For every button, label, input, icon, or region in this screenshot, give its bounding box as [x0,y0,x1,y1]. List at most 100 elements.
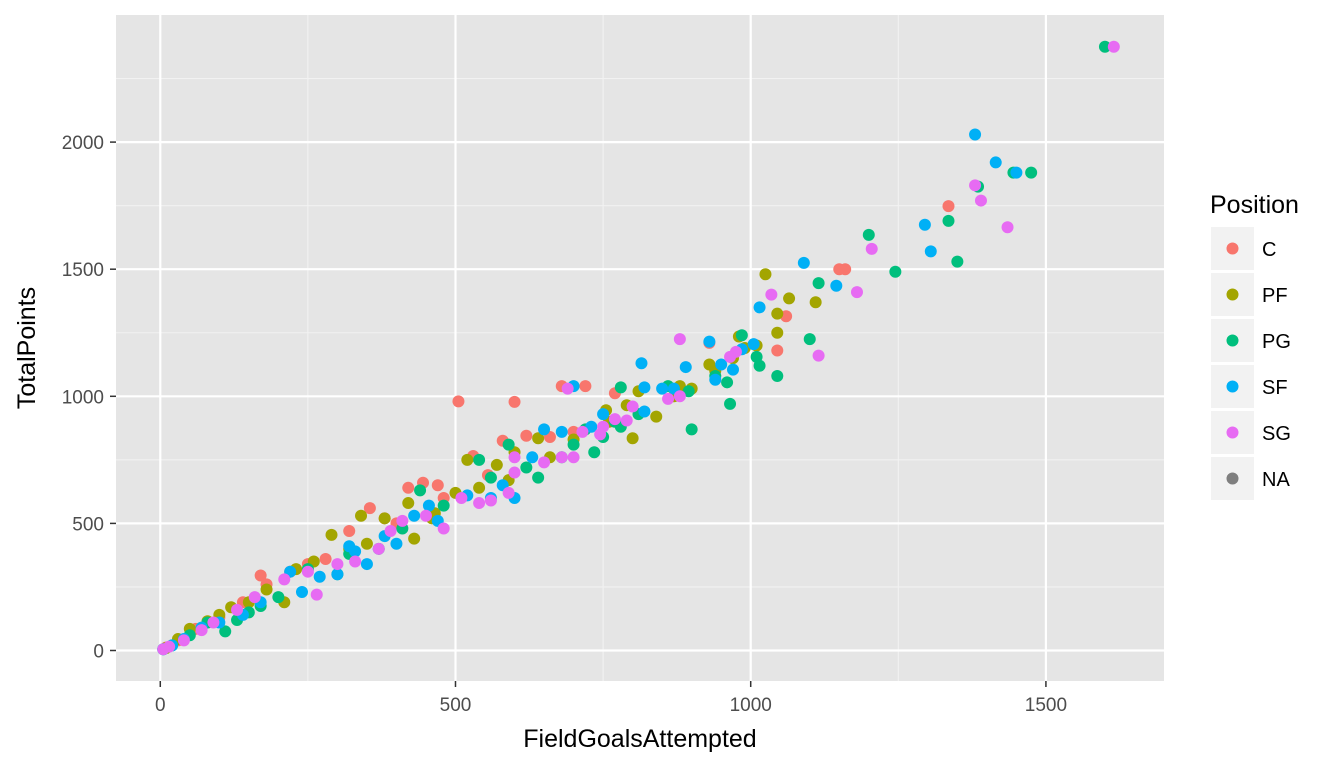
point-sg [301,565,314,578]
point-sg [865,242,878,255]
point-sg [567,451,580,464]
point-sf [989,156,1002,169]
point-sg [1001,221,1014,234]
legend-label-sf: SF [1262,377,1288,399]
point-pg [588,446,601,459]
point-sf [360,558,373,571]
x-tick-label: 1500 [1025,695,1067,716]
point-sg [177,634,190,647]
point-sf [726,363,739,376]
point-sg [195,624,208,637]
point-sg [673,333,686,346]
point-sf [597,408,610,421]
point-sg [538,456,551,469]
y-axis: 0 500 1000 1500 2000 [62,133,116,662]
major-gridlines [116,15,1164,681]
point-c [402,481,415,494]
point-pg [414,484,427,497]
point-c [254,569,267,582]
point-sf [638,405,651,418]
point-sg [561,382,574,395]
point-sg [594,428,607,441]
point-pg [724,397,737,410]
point-pf [759,268,772,281]
point-c [839,263,852,276]
point-sg [765,288,778,301]
point-sg [576,425,589,438]
point-sf [715,358,728,371]
point-pg [520,461,533,474]
point-pg [484,471,497,484]
point-sf [295,586,308,599]
point-sg [626,400,639,413]
point-sg [331,558,344,571]
point-pg [473,453,486,466]
point-sg [207,616,220,629]
point-sf [638,381,651,394]
panel-background [116,15,1164,681]
legend: Position C PF PG SF SG NA [1210,191,1299,500]
point-sg [508,451,521,464]
point-sg [608,413,621,426]
point-pg [951,255,964,268]
point-pg [812,277,825,290]
point-sg [508,466,521,479]
point-pf [408,532,421,545]
point-sg [484,494,497,507]
point-pf [402,497,415,510]
minor-gridlines [116,15,1164,681]
point-pg [862,228,875,241]
point-sg [231,603,244,616]
y-tick-label: 1000 [62,387,104,408]
point-pg [502,438,515,451]
legend-key-marker [1226,380,1239,393]
point-pg [567,438,580,451]
point-pg [735,329,748,342]
x-tick-label: 0 [155,695,166,716]
point-pf [355,509,368,522]
point-pf [378,512,391,525]
point-c [579,380,592,393]
data-points [157,40,1120,656]
point-pg [942,214,955,227]
point-sg [419,509,432,522]
y-tick-label: 1500 [62,260,104,281]
point-sf [918,218,931,231]
point-sf [753,301,766,314]
point-pg [771,369,784,382]
point-sg [969,179,982,192]
point-sf [830,279,843,292]
point-c [508,395,521,408]
legend-label-c: C [1262,239,1276,261]
point-sg [1107,40,1120,53]
y-tick-label: 500 [72,514,104,535]
point-c [363,502,376,515]
x-axis: 0 500 1000 1500 [155,681,1067,716]
point-pf [771,307,784,320]
point-sf [797,256,810,269]
point-sg [502,486,515,499]
point-sg [620,414,633,427]
x-tick-label: 1000 [730,695,772,716]
point-pf [650,410,663,423]
point-sg [724,350,737,363]
point-pf [783,292,796,305]
point-sg [812,349,825,362]
legend-label-pf: PF [1262,285,1288,307]
point-pf [532,432,545,445]
legend-key-marker [1226,334,1239,347]
point-sf [747,338,760,351]
point-sf [422,499,435,512]
point-sf [555,425,568,438]
point-c [343,525,356,538]
point-sf [538,423,551,436]
point-pf [626,432,639,445]
point-sg [673,390,686,403]
y-axis-title: TotalPoints [13,287,41,409]
point-pg [437,499,450,512]
point-pg [219,625,232,638]
point-sg [850,286,863,299]
point-pg [1098,40,1111,53]
point-sg [349,555,362,568]
y-tick-label: 0 [93,641,104,662]
